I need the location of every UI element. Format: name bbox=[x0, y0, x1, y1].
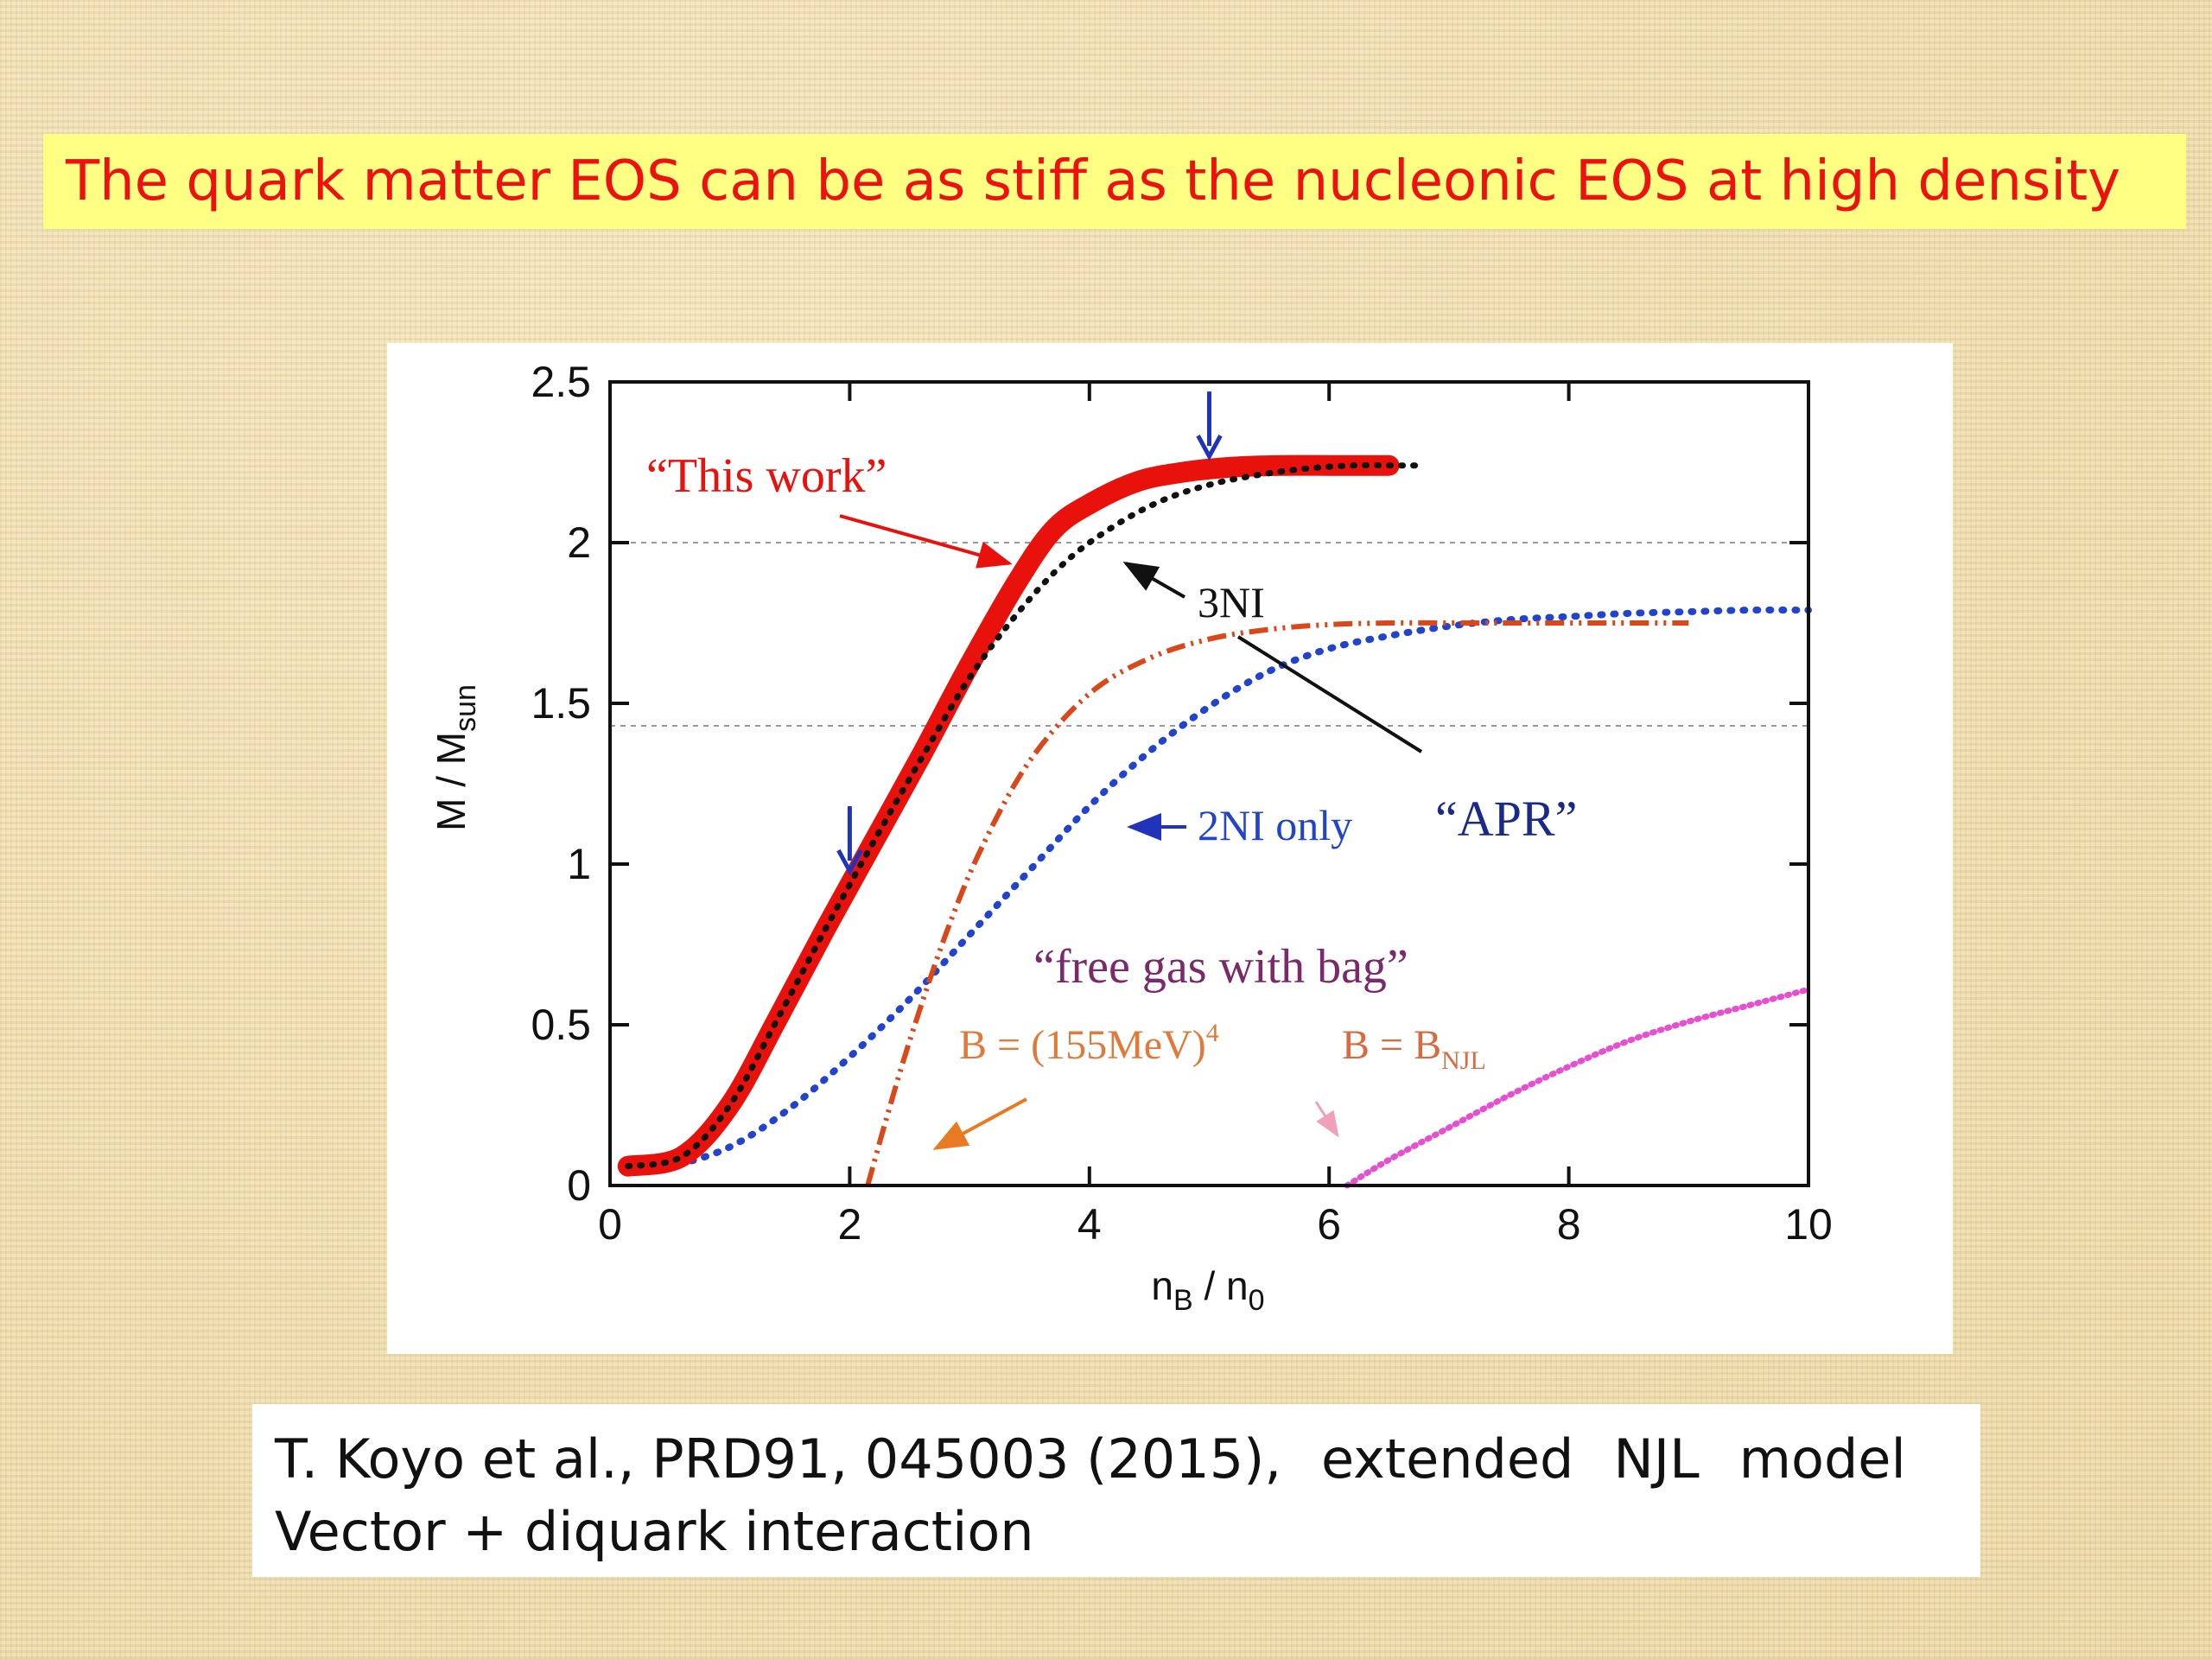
line-apr-connector bbox=[1236, 635, 1423, 753]
slide-title: The quark matter EOS can be as stiff as … bbox=[66, 149, 2121, 213]
label-apr: “APR” bbox=[1435, 791, 1577, 847]
citation-box: T. Koyo et al., PRD91, 045003 (2015), ext… bbox=[252, 1404, 1980, 1577]
label-2ni-only: 2NI only bbox=[1198, 801, 1352, 849]
series-three-ni-line bbox=[625, 461, 1428, 1170]
chart-panel: 0 2 4 6 8 10 0 0.5 1 1.5 2 2.5 nB / n0 M / Msun “Th… bbox=[387, 343, 1953, 1354]
down-arrow-marker bbox=[836, 806, 863, 876]
citation-ref: T. Koyo et al., PRD91, 045003 (2015), bbox=[275, 1427, 1282, 1491]
x-tick-label: 0 bbox=[598, 1200, 622, 1249]
series-free-gas-line bbox=[1344, 986, 1812, 1189]
x-axis-label: nB / n0 bbox=[1151, 1263, 1264, 1317]
label-this-work: “This work” bbox=[646, 449, 887, 503]
axes-layer bbox=[608, 380, 1810, 1187]
y-tick-label: 1.5 bbox=[531, 679, 591, 728]
citation-njl: NJL bbox=[1613, 1427, 1700, 1491]
y-tick-label: 0 bbox=[567, 1161, 591, 1210]
title-banner: The quark matter EOS can be as stiff as … bbox=[43, 134, 2186, 229]
label-b155: B = (155MeV)4 bbox=[959, 1019, 1219, 1068]
arrow-b155 bbox=[932, 1097, 1027, 1150]
label-3ni: 3NI bbox=[1198, 578, 1265, 626]
y-tick-label: 2.5 bbox=[531, 358, 591, 406]
arrow-bnjl bbox=[1314, 1101, 1339, 1138]
down-arrow-marker bbox=[1196, 391, 1223, 461]
reference-lines bbox=[610, 542, 1808, 728]
arrow-3ni bbox=[1122, 562, 1185, 599]
mass-density-chart: 0 2 4 6 8 10 0 0.5 1 1.5 2 2.5 nB / n0 M / Msun “Th… bbox=[429, 358, 1833, 1317]
x-tick-label: 2 bbox=[837, 1200, 861, 1249]
series-layer bbox=[617, 454, 1812, 1189]
marker-layer bbox=[836, 391, 1223, 876]
citation-model: model bbox=[1738, 1427, 1906, 1491]
y-tick-label: 2 bbox=[567, 518, 591, 567]
x-tick-label: 6 bbox=[1317, 1200, 1341, 1249]
y-tick-label: 1 bbox=[567, 840, 591, 888]
x-tick-label: 4 bbox=[1077, 1200, 1102, 1249]
citation-line-2: Vector + diquark interaction bbox=[275, 1500, 1034, 1563]
label-bnjl: B = BNJL bbox=[1342, 1022, 1486, 1075]
plot-frame bbox=[608, 380, 1810, 1187]
citation-extended: extended bbox=[1321, 1427, 1574, 1491]
x-tick-label: 10 bbox=[1784, 1200, 1833, 1249]
arrow-this-work bbox=[839, 514, 1013, 569]
x-tick-label: 8 bbox=[1557, 1200, 1581, 1249]
series-apr-line bbox=[865, 620, 1689, 1186]
y-axis-label: M / Msun bbox=[429, 684, 482, 831]
label-free-gas: “free gas with bag” bbox=[1033, 940, 1408, 994]
citation-line-1: T. Koyo et al., PRD91, 045003 (2015), ext… bbox=[275, 1423, 1958, 1496]
tick-labels: 0 2 4 6 8 10 0 0.5 1 1.5 2 2.5 bbox=[531, 358, 1832, 1249]
y-tick-label: 0.5 bbox=[531, 1001, 591, 1049]
series-two-ni-line bbox=[624, 606, 1812, 1173]
